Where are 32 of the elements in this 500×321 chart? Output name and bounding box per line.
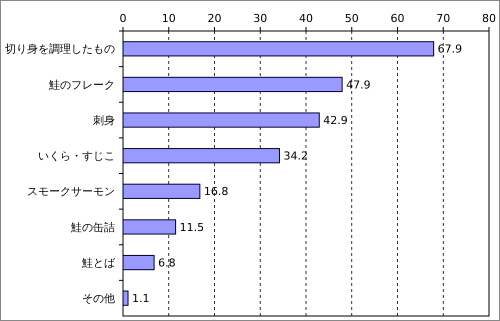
x-tick-label: 10 — [162, 12, 176, 25]
x-tick-label: 30 — [253, 12, 268, 25]
y-tick-label: スモークサーモン — [27, 185, 115, 198]
data-label: 67.9 — [438, 42, 462, 56]
y-tick-label: いくら・すじこ — [38, 150, 115, 163]
x-tick-label: 0 — [120, 12, 126, 25]
x-tick-label: 40 — [299, 12, 313, 25]
bar — [122, 112, 320, 128]
bar — [122, 76, 343, 92]
x-tick-label: 20 — [208, 12, 222, 25]
y-tick-label: その他 — [82, 292, 115, 306]
bar — [122, 254, 155, 270]
x-tick-label: 80 — [482, 12, 496, 25]
data-label: 34.2 — [283, 150, 308, 163]
y-tick-label: 刺身 — [93, 114, 115, 127]
bar — [122, 148, 280, 164]
data-label: 42.9 — [323, 114, 348, 127]
y-tick-label: 鮭のフレーク — [49, 78, 115, 92]
bar — [122, 184, 200, 199]
x-tick-label: 60 — [390, 12, 404, 25]
data-label: 47.9 — [346, 78, 371, 92]
y-tick-label: 鮭とば — [82, 256, 116, 270]
data-label: 11.5 — [180, 220, 204, 234]
x-tick-label: 70 — [436, 12, 450, 25]
y-tick-label: 鮭の缶詰 — [71, 220, 115, 234]
data-label: 16.8 — [204, 185, 228, 198]
data-label: 6.8 — [158, 256, 176, 270]
data-label: 1.1 — [132, 292, 150, 306]
bar — [122, 219, 176, 235]
bar — [122, 41, 434, 56]
x-tick-label: 50 — [344, 12, 359, 25]
y-tick-label: 切り身を調理したもの — [5, 42, 115, 56]
